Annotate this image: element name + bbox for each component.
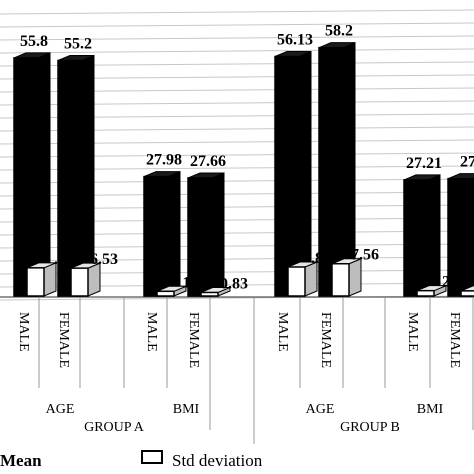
std-deviation-bar	[287, 261, 318, 297]
mean-value-label: 55.8	[20, 33, 48, 50]
std-value-label: .80	[311, 250, 331, 267]
mean-value-label: 27.21	[406, 155, 442, 172]
category-label: FEMALE	[56, 312, 71, 368]
mean-bar	[274, 50, 312, 297]
std-value-label: .6	[54, 251, 66, 268]
mean-value-label: 56.13	[277, 32, 313, 49]
gridline	[0, 22, 474, 28]
mean-value-label: 55.2	[64, 35, 92, 52]
std-deviation-bar	[200, 286, 231, 297]
mean-value-label: 58.2	[325, 23, 353, 40]
category-axis	[0, 296, 474, 444]
mean-bar	[13, 52, 51, 297]
gridline	[0, 48, 474, 54]
legend-entry-mean: Mean	[0, 451, 42, 470]
gridline	[0, 35, 474, 41]
variable-label: AGE	[306, 402, 335, 417]
mean-bar	[187, 172, 225, 297]
std-value-label: 7.56	[351, 247, 379, 264]
variable-label: BMI	[173, 402, 200, 417]
category-label: FEMALE	[447, 312, 462, 368]
bar-series	[13, 41, 474, 297]
category-label: MALE	[144, 312, 159, 352]
std-value-label: 0.83	[220, 275, 248, 292]
category-label: FEMALE	[318, 312, 333, 368]
group-label: GROUP A	[84, 420, 145, 435]
category-label: MALE	[405, 312, 420, 352]
mean-value-label: 27.66	[190, 153, 226, 170]
mean-value-label: 27	[460, 154, 474, 171]
category-labels: MALE FEMALE MALE FEMALE MALE FEMALE MALE FEMALE…	[16, 312, 462, 435]
category-label: FEMALE	[186, 312, 201, 368]
data-labels: 55.8 55.2 27.98 27.66 56.13 58.2 27.21 27 .6 6.53…	[20, 23, 474, 293]
mean-bar	[318, 41, 356, 297]
mean-bar	[403, 174, 441, 297]
legend: Mean Std deviation	[0, 450, 263, 470]
legend-swatch-std-deviation	[141, 450, 163, 464]
legend-entry-std-deviation: Std deviation	[172, 451, 263, 470]
mean-bar	[143, 170, 181, 297]
mean-value-label: 27.98	[146, 152, 182, 169]
category-label: MALE	[16, 312, 31, 352]
gridline	[0, 9, 474, 15]
std-deviation-bar	[331, 257, 362, 297]
mean-bar	[447, 173, 474, 297]
std-deviation-bar	[460, 285, 474, 297]
std-value-label: 11	[182, 274, 197, 291]
category-label: MALE	[275, 312, 290, 352]
std-value-label: 25	[442, 274, 458, 291]
variable-label: BMI	[417, 402, 444, 417]
std-deviation-bar	[156, 285, 187, 297]
std-deviation-bar	[26, 262, 57, 297]
std-deviation-bar	[70, 262, 101, 297]
std-value-label: 6.53	[90, 251, 118, 268]
variable-label: AGE	[46, 402, 75, 417]
std-deviation-bar	[416, 284, 447, 297]
group-label: GROUP B	[340, 420, 400, 435]
